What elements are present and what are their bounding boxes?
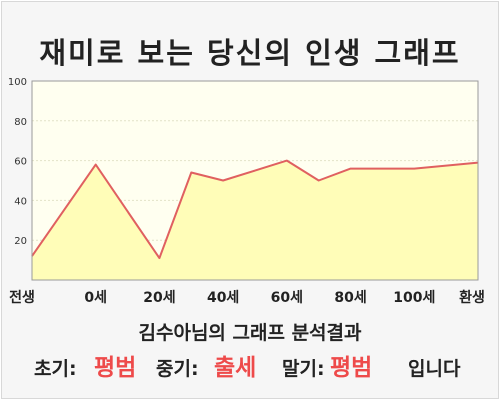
chart-title: 재미로 보는 당신의 인생 그래프 — [39, 36, 461, 70]
early-value: 평범 — [94, 355, 137, 381]
x-tick-label: 80세 — [334, 290, 366, 306]
y-tick-label: 100 — [8, 77, 27, 88]
x-tick-label: 0세 — [84, 290, 107, 306]
middle-label: 중기: — [156, 358, 199, 380]
late-value: 평범 — [330, 355, 373, 381]
x-tick-label: 환생 — [459, 289, 485, 306]
y-tick-label: 20 — [14, 236, 27, 247]
y-tick-label: 80 — [14, 117, 27, 128]
y-tick-labels: 20 40 60 80 100 — [8, 77, 27, 247]
series-line — [31, 159, 479, 260]
x-tick-labels: 전생 0세 20세 40세 60세 80세 100세 환생 — [9, 289, 485, 306]
analysis-verdict: 초기: 평범 중기: 출세 말기: 평범 입니다 — [0, 344, 500, 384]
y-tick-label: 60 — [14, 157, 27, 168]
verdict-ending: 입니다 — [408, 358, 461, 380]
late-label: 말기: — [282, 358, 325, 380]
plot-border — [31, 80, 479, 281]
x-tick-label: 전생 — [9, 289, 35, 306]
area-fill — [32, 160, 478, 280]
x-tick-label: 100세 — [393, 290, 435, 306]
x-tick-label: 20세 — [143, 290, 175, 306]
x-tick-label: 40세 — [207, 290, 239, 306]
middle-value: 출세 — [214, 355, 257, 381]
early-label: 초기: — [34, 358, 77, 380]
analysis-subtitle: 김수아님의 그래프 분석결과 — [138, 322, 362, 344]
x-tick-label: 60세 — [271, 290, 303, 306]
y-tick-label: 40 — [14, 196, 27, 207]
